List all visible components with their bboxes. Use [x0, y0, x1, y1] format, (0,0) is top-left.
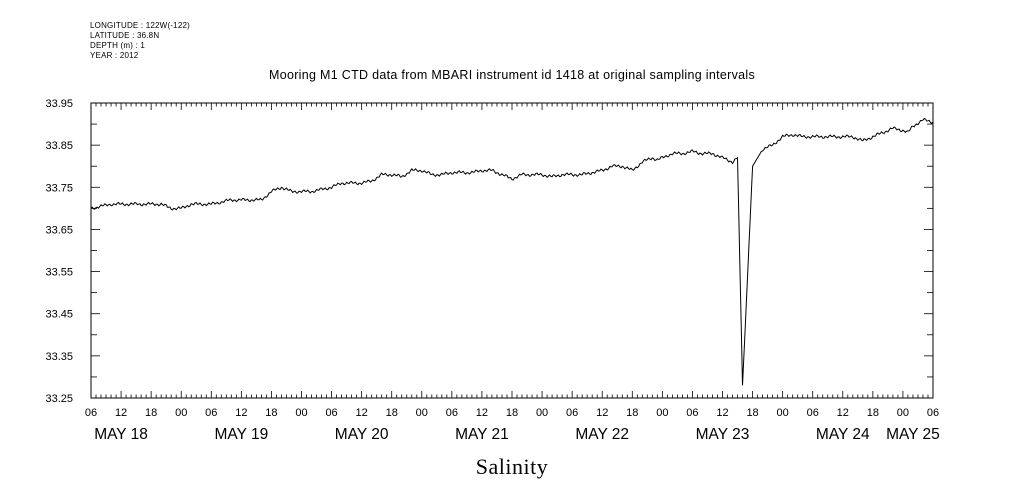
x-hour-label: 00 [777, 407, 789, 419]
x-hour-label: 06 [205, 407, 217, 419]
y-tick-label: 33.85 [45, 140, 73, 152]
x-hour-label: 12 [596, 407, 608, 419]
y-tick-label: 33.95 [45, 98, 73, 110]
x-hour-label: 12 [837, 407, 849, 419]
x-hour-label: 00 [897, 407, 909, 419]
x-hour-label: 06 [85, 407, 97, 419]
x-hour-label: 00 [175, 407, 187, 419]
x-hour-label: 18 [386, 407, 398, 419]
x-hour-label: 12 [476, 407, 488, 419]
x-hour-label: 06 [686, 407, 698, 419]
x-day-label: MAY 24 [816, 426, 870, 443]
x-hour-label: 00 [536, 407, 548, 419]
x-hour-label: 00 [295, 407, 307, 419]
x-day-label: MAY 21 [455, 426, 509, 443]
x-hour-label: 18 [746, 407, 758, 419]
y-tick-label: 33.75 [45, 182, 73, 194]
y-tick-label: 33.55 [45, 267, 73, 279]
y-tick-label: 33.25 [45, 393, 73, 405]
x-hour-label: 12 [356, 407, 368, 419]
x-hour-label: 06 [446, 407, 458, 419]
x-hour-label: 12 [716, 407, 728, 419]
x-day-label: MAY 23 [696, 426, 750, 443]
x-hour-label: 18 [626, 407, 638, 419]
y-tick-label: 33.65 [45, 224, 73, 236]
x-hour-label: 12 [115, 407, 127, 419]
x-hour-label: 18 [265, 407, 277, 419]
variable-label: Salinity [0, 454, 1009, 480]
x-hour-label: 00 [416, 407, 428, 419]
y-tick-label: 33.35 [45, 351, 73, 363]
x-day-label: MAY 19 [214, 426, 268, 443]
salinity-line [91, 119, 933, 386]
x-hour-label: 06 [325, 407, 337, 419]
x-hour-label: 18 [145, 407, 157, 419]
x-hour-label: 00 [656, 407, 668, 419]
plot-frame [91, 103, 933, 398]
x-hour-label: 06 [927, 407, 939, 419]
y-tick-label: 33.45 [45, 309, 73, 321]
x-day-label: MAY 25 [886, 426, 940, 443]
x-day-label: MAY 22 [575, 426, 629, 443]
x-hour-label: 06 [566, 407, 578, 419]
x-hour-label: 06 [807, 407, 819, 419]
x-day-label: MAY 20 [335, 426, 389, 443]
x-hour-label: 12 [235, 407, 247, 419]
x-day-label: MAY 18 [94, 426, 148, 443]
x-hour-label: 18 [867, 407, 879, 419]
x-hour-label: 18 [506, 407, 518, 419]
